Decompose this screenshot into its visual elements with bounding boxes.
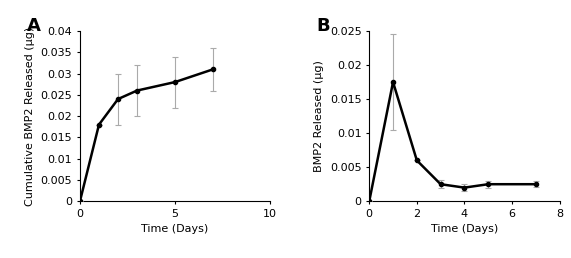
- Y-axis label: BMP2 Released (μg): BMP2 Released (μg): [314, 60, 324, 172]
- Y-axis label: Cumulative BMP2 Released (μg): Cumulative BMP2 Released (μg): [25, 27, 35, 206]
- X-axis label: Time (Days): Time (Days): [142, 224, 209, 235]
- X-axis label: Time (Days): Time (Days): [431, 224, 498, 235]
- Text: B: B: [316, 17, 329, 35]
- Text: A: A: [27, 17, 41, 35]
